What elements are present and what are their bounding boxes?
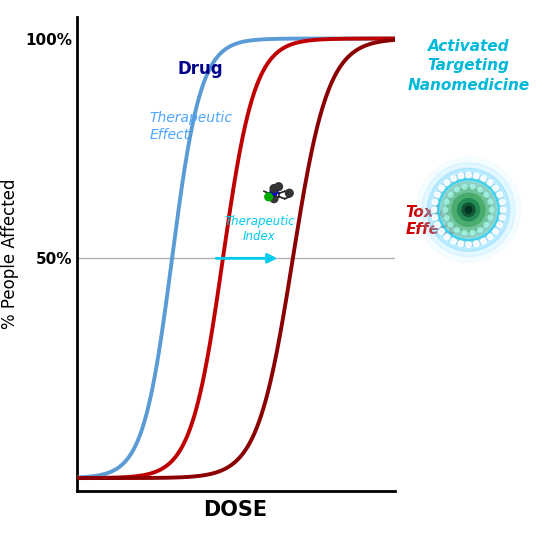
Text: Activated
Targeting
Nanomedicine: Activated Targeting Nanomedicine — [407, 39, 530, 93]
Text: Toxic
Effect: Toxic Effect — [406, 205, 456, 237]
Text: Therapeutic
Index: Therapeutic Index — [224, 215, 295, 243]
Text: Drug: Drug — [178, 60, 224, 78]
Text: Therapeutic
Effect: Therapeutic Effect — [150, 112, 233, 141]
Y-axis label: % People Affected: % People Affected — [1, 179, 19, 329]
X-axis label: DOSE: DOSE — [203, 500, 268, 519]
